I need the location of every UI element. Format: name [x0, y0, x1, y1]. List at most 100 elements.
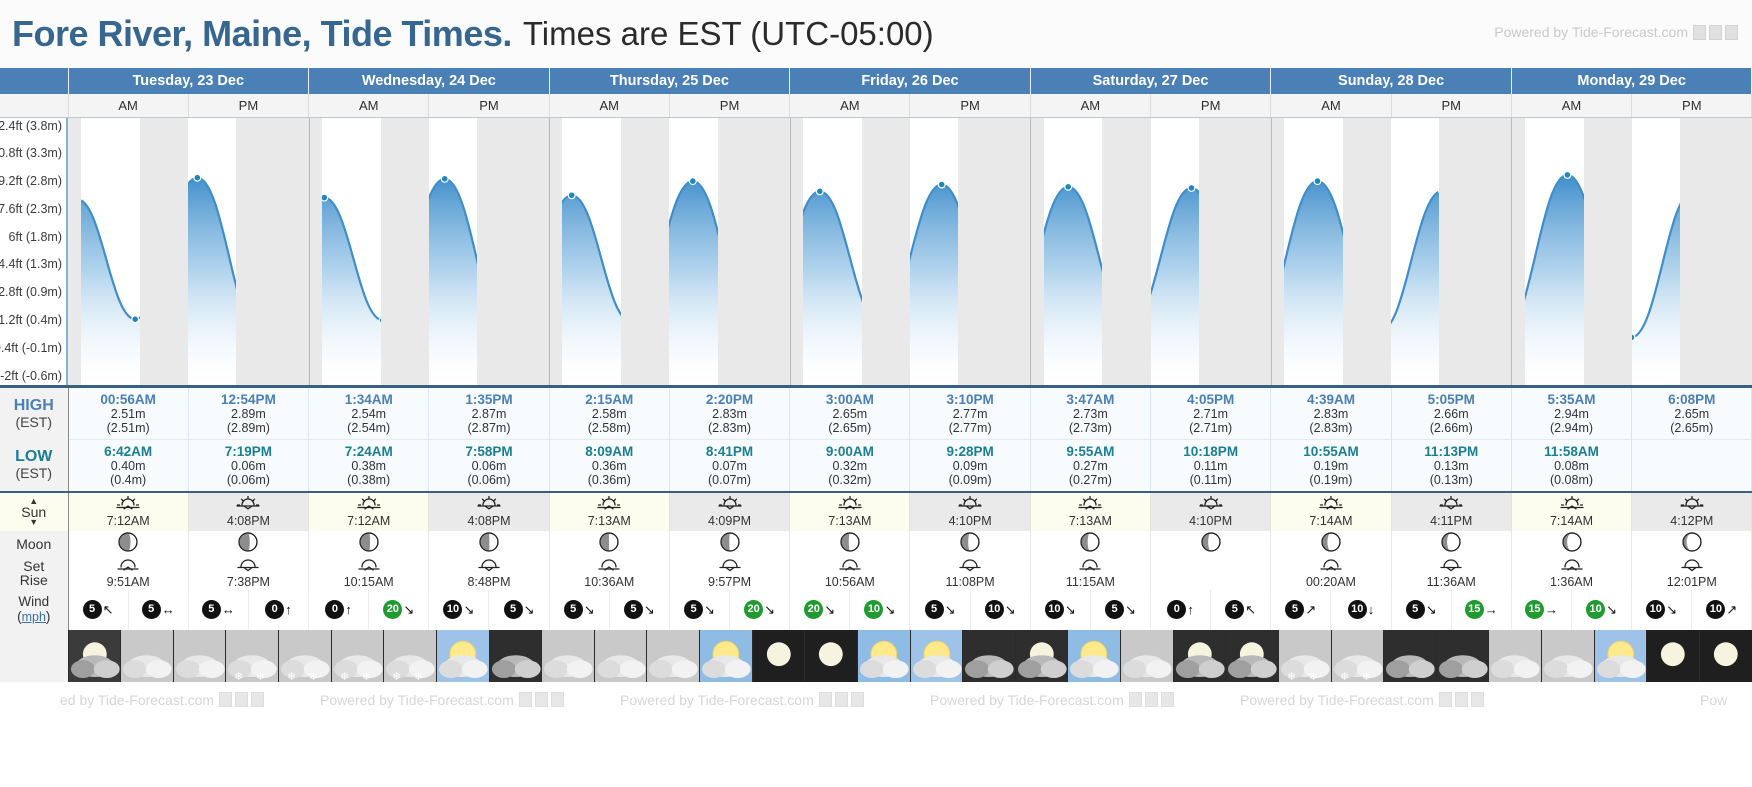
sunrise-time: 7:13AM [1068, 514, 1112, 528]
wind-unit-text[interactable]: mph [21, 610, 46, 624]
ampm-cell-2-pm: PM [668, 94, 791, 118]
weather-cell-2 [172, 629, 227, 682]
low-tide-time: 9:28PM [946, 443, 994, 459]
weather-cell-3: ❄ ❄ [225, 629, 279, 682]
wind-unit-link[interactable]: (mph) [17, 609, 51, 624]
sunset-cell-3: 4:10PM [909, 492, 1031, 531]
tide-point-high-14 [937, 179, 946, 188]
weather-icon-cloudy-snow: ❄ ❄ [331, 629, 384, 682]
wind-speed-badge: 10 [1646, 600, 1666, 619]
chart-plot-area [68, 117, 1752, 385]
wind-label: Wind (mph) [0, 589, 68, 630]
sunset-icon [1198, 495, 1224, 513]
low-tide-height: 0.36m [591, 458, 627, 473]
weather-icon-night-clear [1647, 629, 1699, 682]
svg-text:❄: ❄ [1339, 671, 1348, 682]
wind-cell-22: 5 ↘ [1390, 589, 1452, 630]
moon-set-time: 1:36AM [1549, 574, 1594, 589]
wind-direction-arrow-icon: ↘ [824, 602, 836, 617]
moon-phase-cell-0-am [67, 530, 189, 557]
wind-cell-1: 5 ↔ [127, 589, 189, 630]
high-tide-time: 3:10PM [946, 391, 994, 407]
wind-cell-5: 20 ↘ [368, 589, 430, 630]
weather-icon-sunny-cloud [910, 629, 963, 682]
sunrise-cell-6: 7:14AM [1510, 492, 1633, 531]
high-tide-height-alt: (2.71m) [1189, 420, 1233, 435]
sunrise-time: 7:13AM [587, 514, 631, 528]
moon-phase-cell-5-pm [1390, 530, 1512, 557]
ampm-cell-1-am: AM [308, 94, 430, 118]
watermark-squares-icon [1693, 24, 1738, 40]
moon-rise-label: Rise [19, 572, 48, 588]
ampm-cell-0-pm: PM [187, 94, 310, 118]
low-tide-time: 10:18PM [1183, 443, 1239, 459]
sunset-icon [1679, 495, 1705, 513]
weather-cell-9 [541, 629, 595, 682]
moon-phase-icon [1080, 532, 1100, 555]
wind-direction-arrow-icon: ↖ [1245, 602, 1257, 617]
moon-set-cell-2: 10:36AM [548, 556, 670, 590]
moon-phase-icon [1441, 532, 1461, 555]
wind-direction-arrow-icon: ↘ [583, 602, 595, 617]
night-band-mid-3 [861, 117, 910, 385]
weather-cell-30 [1646, 629, 1700, 682]
moon-phase-icon [1201, 532, 1221, 555]
svg-text:❄: ❄ [287, 671, 296, 682]
high-label-text: HIGH [13, 396, 54, 414]
low-tide-time: 6:42AM [104, 443, 153, 459]
low-tide-height-alt: (0.32m) [828, 472, 872, 487]
wind-cell-14: 5 ↘ [909, 589, 971, 630]
moon-set-cell-1: 10:15AM [308, 556, 430, 590]
high-tide-height: 2.73m [1073, 406, 1108, 421]
high-tide-time: 3:47AM [1066, 391, 1115, 407]
moon-set-icon [1272, 558, 1389, 575]
ampm-cell-3-pm: PM [909, 94, 1031, 118]
ampm-cell-5-am: AM [1270, 94, 1392, 118]
moon-setrise-label: Set Rise [0, 556, 68, 590]
weather-icon-sunny [1068, 629, 1120, 682]
high-tide-height: 2.54m [351, 406, 387, 421]
wind-cell-19: 5 ↖ [1210, 589, 1272, 630]
sunrise-cell-1: 7:12AM [308, 492, 430, 531]
low-tide-cell-3-am: 9:00AM 0.32m (0.32m) [789, 439, 911, 493]
moon-set-label: Set [23, 558, 45, 574]
high-tide-cell-0-am: 00:56AM 2.51m (2.51m) [67, 387, 189, 440]
high-tide-time: 4:05PM [1187, 391, 1235, 407]
weather-cell-20 [1120, 629, 1174, 682]
weather-cell-13 [751, 629, 806, 682]
wind-cell-21: 10 ↓ [1330, 589, 1392, 630]
footer-watermark-1: ed by Tide-Forecast.com [60, 692, 265, 708]
wind-cell-26: 10 ↘ [1631, 589, 1693, 630]
sunset-cell-2: 4:09PM [668, 492, 791, 531]
high-tide-height: 2.51m [110, 406, 146, 421]
wind-cell-27: 10 ↗ [1691, 589, 1752, 630]
high-tide-cell-6-am: 5:35AM 2.94m (2.94m) [1510, 387, 1633, 440]
footer-watermark-4: Powered by Tide-Forecast.com [930, 692, 1174, 708]
sunset-time: 4:11PM [1430, 514, 1473, 528]
low-tide-height-alt: (0.07m) [708, 472, 752, 487]
wind-speed-badge: 5 [1405, 600, 1425, 619]
sunset-icon [235, 495, 261, 513]
low-tide-height-alt: (0.09m) [948, 472, 992, 487]
sunset-time: 4:08PM [226, 514, 270, 528]
high-tide-time: 4:39AM [1306, 391, 1355, 407]
weather-cell-15 [856, 629, 911, 682]
wind-cell-12: 20 ↘ [789, 589, 851, 630]
page-header: Fore River, Maine, Tide Times. Times are… [0, 0, 1752, 68]
wind-speed-badge: 10 [1347, 600, 1367, 619]
low-tide-cell-1-am: 7:24AM 0.38m (0.38m) [308, 439, 430, 493]
chart-day-separator-5 [1270, 117, 1272, 385]
weather-icon-cloudy [1489, 629, 1541, 682]
moon-rise-time: 11:08PM [945, 574, 995, 589]
low-tide-cell-1-pm: 7:58PM 0.06m (0.06m) [428, 439, 550, 493]
low-tide-time: 7:24AM [344, 443, 393, 459]
wind-speed-badge: 20 [804, 600, 824, 619]
day-header-1: Wednesday, 24 Dec [308, 68, 550, 94]
wind-speed-badge: 10 [984, 600, 1004, 619]
wind-cell-23: 15 → [1450, 589, 1512, 630]
ampm-cell-4-pm: PM [1150, 94, 1272, 118]
wind-speed-badge: 5 [623, 600, 643, 619]
moon-rise-icon [190, 558, 307, 575]
y-axis-tick-7: 1.2ft (0.4m) [0, 312, 62, 327]
weather-icon-night-partly-cloudy [1015, 629, 1068, 682]
